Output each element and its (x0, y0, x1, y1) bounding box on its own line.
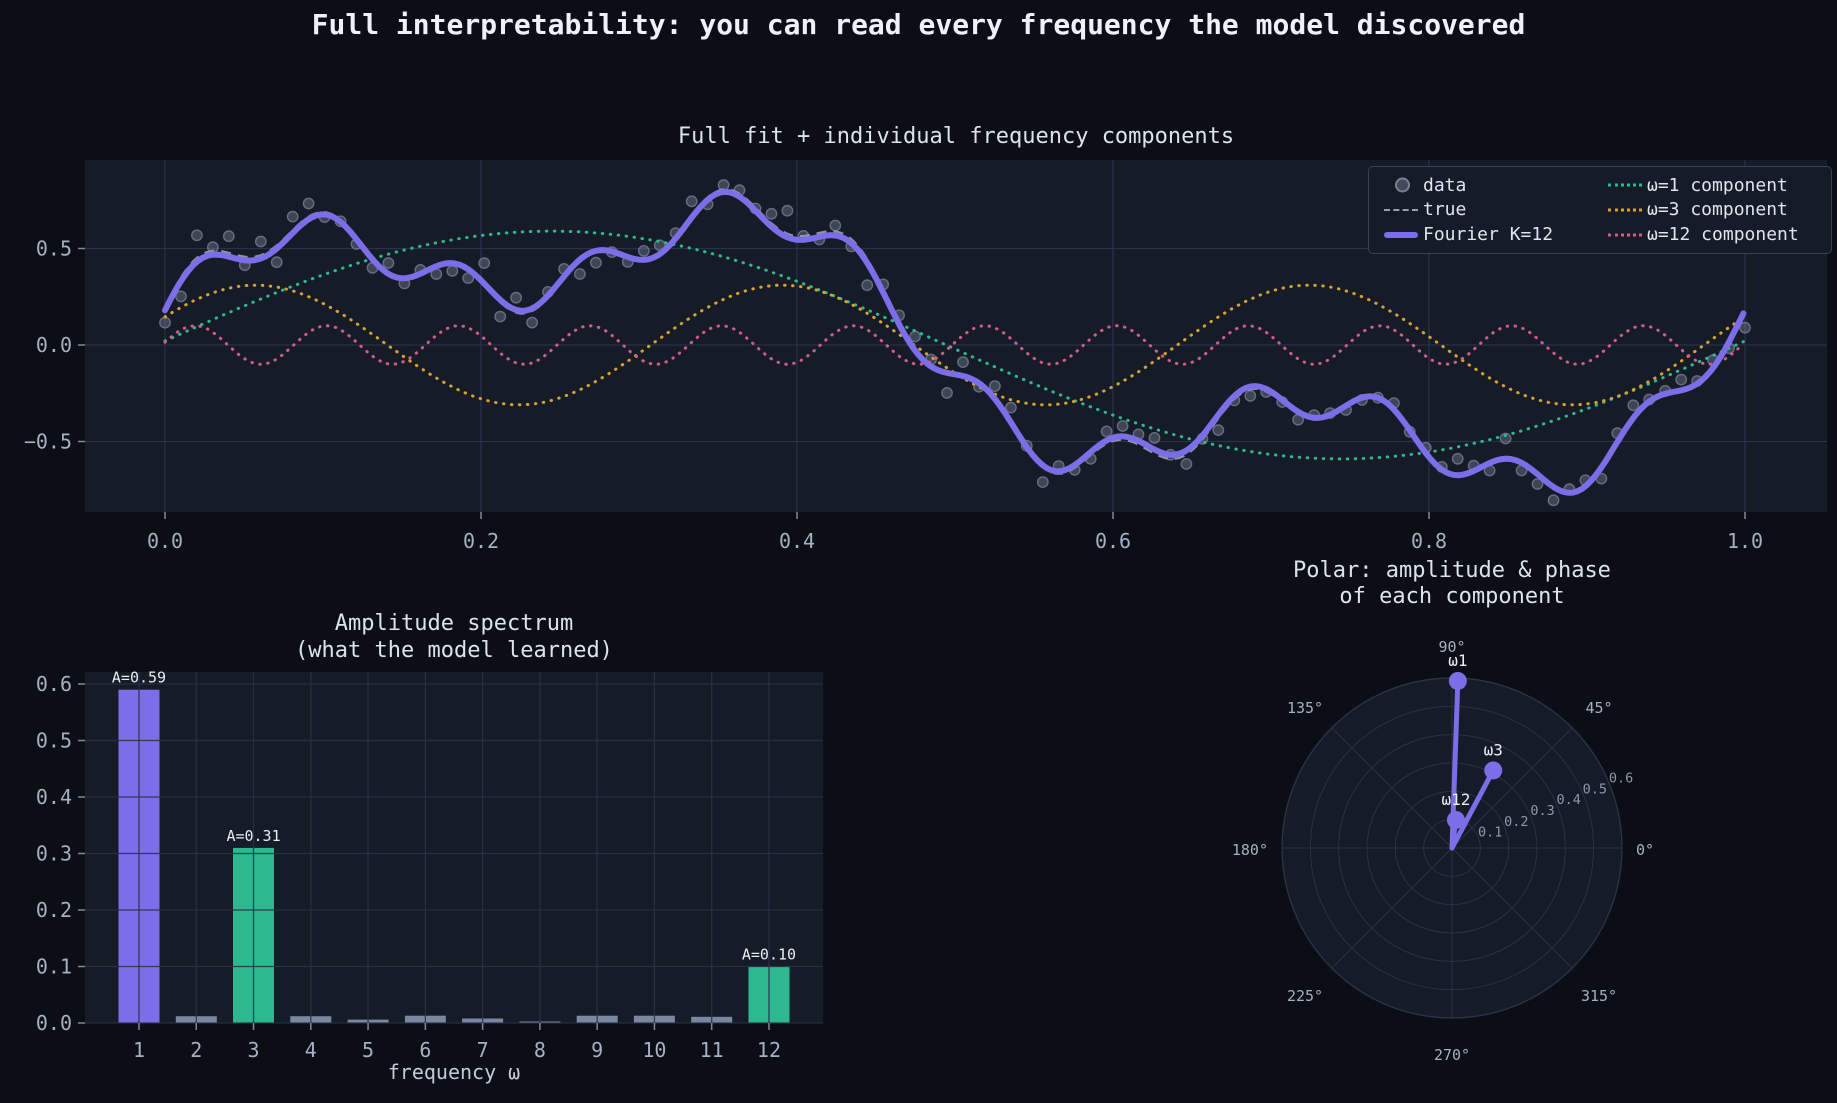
svg-text:0.4: 0.4 (779, 529, 815, 553)
svg-text:1: 1 (133, 1038, 145, 1062)
svg-text:0.6: 0.6 (36, 672, 72, 696)
svg-text:0.5: 0.5 (1583, 781, 1607, 797)
svg-text:10: 10 (642, 1038, 666, 1062)
svg-text:0.0: 0.0 (36, 1011, 72, 1035)
bar-chart-xlabel: frequency ω (387, 1060, 521, 1084)
svg-text:180°: 180° (1232, 841, 1268, 859)
svg-text:0.8: 0.8 (1411, 529, 1447, 553)
polar-chart-title-line2: of each component (1339, 584, 1565, 609)
svg-text:A=0.31: A=0.31 (226, 827, 280, 845)
svg-text:0.0: 0.0 (36, 333, 72, 357)
svg-text:0.6: 0.6 (1095, 529, 1131, 553)
svg-text:0.1: 0.1 (1478, 825, 1502, 841)
legend-fourier-line-icon (1384, 229, 1418, 241)
bar-chart-title-line2: (what the model learned) (295, 638, 613, 663)
svg-text:−0.5: −0.5 (24, 430, 72, 454)
svg-text:0.0: 0.0 (147, 529, 183, 553)
bar-chart-title-line1: Amplitude spectrum (334, 611, 574, 636)
svg-text:12: 12 (757, 1038, 781, 1062)
svg-text:315°: 315° (1581, 987, 1617, 1005)
svg-text:8: 8 (534, 1038, 546, 1062)
svg-text:3: 3 (248, 1038, 260, 1062)
svg-text:9: 9 (591, 1038, 603, 1062)
svg-text:ω3: ω3 (1484, 740, 1503, 759)
svg-text:0.2: 0.2 (36, 898, 72, 922)
svg-text:0.6: 0.6 (1609, 770, 1633, 786)
polar-chart-title: Polar: amplitude & phase of each compone… (1252, 558, 1652, 610)
bar-chart-title: Amplitude spectrum (what the model learn… (85, 610, 823, 664)
svg-text:5: 5 (362, 1038, 374, 1062)
legend-label-w12-component: ω=12 component (1647, 224, 1799, 246)
legend-label-w1-component: ω=1 component (1647, 174, 1788, 196)
svg-text:4: 4 (305, 1038, 317, 1062)
svg-text:1.0: 1.0 (1727, 529, 1763, 553)
svg-text:0.2: 0.2 (1504, 814, 1528, 830)
svg-text:0.5: 0.5 (36, 237, 72, 261)
legend-w1-dotted-icon (1608, 179, 1642, 191)
svg-text:90°: 90° (1438, 638, 1465, 656)
main-chart-title: Full fit + individual frequency componen… (677, 124, 1235, 149)
legend-w12-dotted-icon (1608, 229, 1642, 241)
svg-text:0.3: 0.3 (1530, 803, 1554, 819)
svg-text:2: 2 (190, 1038, 202, 1062)
svg-text:11: 11 (700, 1038, 724, 1062)
svg-text:7: 7 (477, 1038, 489, 1062)
svg-text:6: 6 (419, 1038, 431, 1062)
svg-text:0°: 0° (1636, 841, 1654, 859)
svg-text:0.5: 0.5 (36, 729, 72, 753)
polar-chart-title-line1: Polar: amplitude & phase (1293, 558, 1611, 583)
svg-text:0.3: 0.3 (36, 842, 72, 866)
legend-label-w3-component: ω=3 component (1647, 199, 1788, 221)
svg-text:135°: 135° (1287, 699, 1323, 717)
svg-text:ω12: ω12 (1441, 790, 1470, 809)
svg-text:0.4: 0.4 (1557, 792, 1581, 808)
svg-text:45°: 45° (1585, 699, 1612, 717)
legend-true-dash-icon (1384, 204, 1418, 216)
svg-text:A=0.10: A=0.10 (742, 946, 796, 964)
legend-data-marker-icon (1384, 177, 1418, 193)
svg-text:A=0.59: A=0.59 (112, 669, 166, 687)
svg-text:0.2: 0.2 (463, 529, 499, 553)
svg-text:270°: 270° (1434, 1046, 1470, 1064)
svg-text:0.4: 0.4 (36, 785, 72, 809)
legend-label-true: true (1423, 199, 1467, 221)
legend-w3-dotted-icon (1608, 204, 1642, 216)
legend: data ω=1 component true ω=3 component Fo… (1368, 166, 1832, 254)
svg-text:0.1: 0.1 (36, 955, 72, 979)
legend-label-fourier: Fourier K=12 (1423, 224, 1554, 246)
svg-text:225°: 225° (1287, 987, 1323, 1005)
figure-title: Full interpretability: you can read ever… (311, 8, 1526, 41)
svg-text:ω1: ω1 (1448, 651, 1467, 670)
legend-label-data: data (1423, 174, 1467, 196)
